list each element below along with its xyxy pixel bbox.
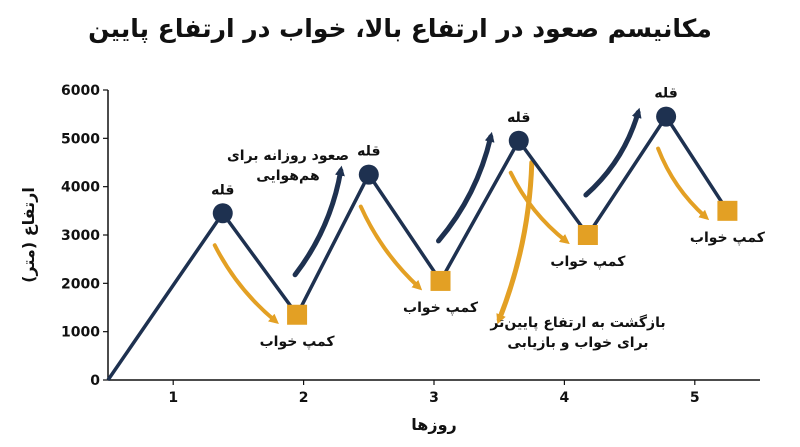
y-tick-label: 1000 [61, 325, 100, 341]
x-tick-label: 1 [168, 390, 178, 406]
camp-label: کمپ خواب [550, 254, 626, 270]
camp-label: کمپ خواب [690, 230, 766, 246]
camp-point [577, 225, 598, 245]
y-tick-label: 4000 [61, 180, 100, 196]
peak-label: قله [654, 86, 677, 102]
ascent-arrow [436, 131, 495, 244]
return-annotation: برای خواب و بازیابی [507, 335, 648, 351]
peak-label: قله [211, 182, 234, 198]
ascent-annotation: صعود روزانه برای [227, 148, 349, 164]
y-tick-label: 6000 [61, 83, 100, 99]
x-tick-label: 5 [690, 390, 700, 406]
camp-point [287, 304, 308, 325]
peak-point [656, 106, 677, 127]
y-tick-label: 0 [90, 373, 100, 389]
camp-point [430, 270, 451, 291]
x-tick-label: 4 [560, 390, 570, 406]
y-tick-label: 3000 [61, 228, 100, 244]
return-arrow [496, 160, 535, 325]
peak-label: قله [357, 144, 380, 160]
x-axis-label: روزها [411, 415, 456, 434]
camp-label: کمپ خواب [260, 334, 336, 350]
peak-label: قله [507, 110, 530, 126]
chart-title: مکانیسم صعود در ارتفاع بالا، خواب در ارت… [88, 14, 712, 43]
ascent-annotation: هم‌هوایی [256, 168, 319, 184]
descent-arrow [358, 204, 423, 291]
y-tick-label: 2000 [61, 276, 100, 292]
x-tick-label: 2 [299, 390, 309, 406]
descent-arrow [656, 146, 710, 221]
descent-arrow [508, 170, 570, 245]
ascent-arrow [292, 165, 345, 278]
camp-label: کمپ خواب [403, 300, 479, 316]
x-tick-label: 3 [429, 390, 439, 406]
descent-arrow [212, 243, 279, 324]
y-axis-label: ارتفاع (متر) [19, 187, 38, 283]
peak-point [212, 203, 233, 224]
return-annotation: بازگشت به ارتفاع پایین‌تر [489, 314, 665, 331]
peak-point [358, 164, 379, 185]
ascent-arrow [583, 107, 642, 198]
y-tick-label: 5000 [61, 131, 100, 147]
camp-point [717, 200, 738, 221]
peak-point [508, 130, 529, 151]
